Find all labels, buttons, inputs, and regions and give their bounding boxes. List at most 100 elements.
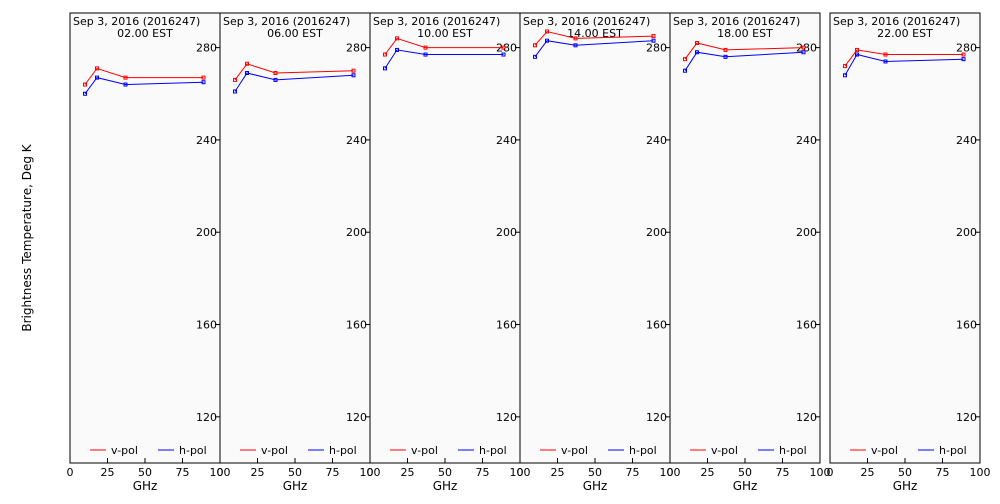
panel-title-time: 22.00 EST — [877, 27, 933, 40]
data-point-v-pol — [501, 45, 506, 50]
x-tick-label: 25 — [251, 466, 265, 479]
x-tick-label: 25 — [861, 466, 875, 479]
y-tick-label: 160 — [196, 319, 217, 332]
data-point-h-pol — [545, 38, 549, 43]
data-point-h-pol — [95, 75, 99, 80]
data-point-v-pol — [801, 45, 806, 50]
x-tick-label: 50 — [738, 466, 752, 479]
data-point-v-pol — [201, 75, 206, 80]
panel-title-date: Sep 3, 2016 (2016247) — [73, 15, 200, 28]
series-line-v-pol — [684, 42, 804, 60]
y-axis-label: Brightness Temperature, Deg K — [20, 143, 34, 331]
series-line-h-pol — [84, 77, 204, 95]
data-point-h-pol — [201, 80, 206, 85]
x-tick-label: 100 — [810, 466, 831, 479]
data-point-h-pol — [961, 57, 966, 62]
series-line-v-pol — [84, 67, 204, 85]
legend-label-v-pol: v-pol — [711, 444, 738, 457]
panel-title-date: Sep 3, 2016 (2016247) — [373, 15, 500, 28]
legend-label-h-pol: h-pol — [939, 444, 967, 457]
legend-label-v-pol: v-pol — [411, 444, 438, 457]
x-tick-label: 100 — [660, 466, 681, 479]
x-tick-label: 100 — [210, 466, 231, 479]
data-point-v-pol — [961, 52, 966, 57]
data-point-h-pol — [855, 52, 859, 57]
y-tick-label: 200 — [496, 226, 517, 239]
y-tick-label: 240 — [496, 134, 517, 147]
y-tick-label: 120 — [496, 411, 517, 424]
data-point-h-pol — [245, 71, 249, 75]
legend-label-v-pol: v-pol — [261, 444, 288, 457]
data-point-h-pol — [351, 73, 356, 78]
y-tick-label: 280 — [956, 42, 977, 55]
data-point-v-pol — [651, 34, 656, 39]
legend-label-v-pol: v-pol — [871, 444, 898, 457]
x-tick-label: 75 — [776, 466, 790, 479]
x-axis-label: GHz — [133, 479, 158, 493]
data-point-h-pol — [695, 50, 699, 55]
data-point-v-pol — [855, 47, 859, 52]
panel-title-time: 14.00 EST — [567, 27, 623, 40]
data-point-h-pol — [123, 82, 128, 87]
panel-title-time: 10.00 EST — [417, 27, 473, 40]
data-point-v-pol — [423, 45, 428, 50]
x-axis-label: GHz — [733, 479, 758, 493]
panel-frame — [219, 12, 371, 464]
data-point-v-pol — [233, 77, 237, 82]
legend-label-v-pol: v-pol — [111, 444, 138, 457]
y-tick-label: 160 — [796, 319, 817, 332]
y-tick-label: 120 — [956, 411, 977, 424]
y-tick-label: 160 — [956, 319, 977, 332]
data-point-v-pol — [573, 36, 578, 41]
x-tick-label: 100 — [360, 466, 381, 479]
x-axis-label: GHz — [283, 479, 308, 493]
data-point-h-pol — [723, 54, 728, 59]
x-axis-label: GHz — [893, 479, 918, 493]
x-tick-label: 75 — [936, 466, 950, 479]
series-line-v-pol — [534, 30, 654, 46]
y-tick-label: 240 — [646, 134, 667, 147]
y-tick-label: 160 — [346, 319, 367, 332]
data-point-h-pol — [573, 43, 578, 48]
x-tick-label: 50 — [138, 466, 152, 479]
data-point-h-pol — [843, 73, 847, 78]
legend-label-h-pol: h-pol — [329, 444, 357, 457]
x-tick-label: 100 — [970, 466, 991, 479]
y-tick-label: 280 — [496, 42, 517, 55]
y-tick-label: 280 — [346, 42, 367, 55]
data-point-h-pol — [801, 50, 806, 55]
series-line-v-pol — [844, 49, 964, 67]
panel-title-time: 06.00 EST — [267, 27, 323, 40]
x-tick-label: 0 — [827, 466, 834, 479]
x-tick-label: 0 — [667, 466, 674, 479]
y-tick-label: 280 — [796, 42, 817, 55]
y-tick-label: 200 — [646, 226, 667, 239]
data-point-v-pol — [123, 75, 128, 80]
x-tick-label: 25 — [401, 466, 415, 479]
x-tick-label: 0 — [67, 466, 74, 479]
legend-label-h-pol: h-pol — [779, 444, 807, 457]
data-point-v-pol — [83, 82, 87, 87]
y-tick-label: 160 — [646, 319, 667, 332]
data-point-v-pol — [95, 66, 99, 71]
data-point-h-pol — [501, 52, 506, 57]
y-tick-label: 120 — [196, 411, 217, 424]
data-point-v-pol — [695, 41, 699, 45]
x-tick-label: 100 — [510, 466, 531, 479]
data-point-h-pol — [383, 66, 387, 71]
x-axis-label: GHz — [583, 479, 608, 493]
x-tick-label: 75 — [326, 466, 340, 479]
x-tick-label: 75 — [176, 466, 190, 479]
x-tick-label: 25 — [101, 466, 115, 479]
series-line-h-pol — [844, 53, 964, 76]
y-tick-label: 240 — [196, 134, 217, 147]
y-tick-label: 280 — [646, 42, 667, 55]
y-tick-label: 120 — [646, 411, 667, 424]
data-point-h-pol — [423, 52, 428, 57]
data-point-h-pol — [883, 59, 888, 64]
panel-title-date: Sep 3, 2016 (2016247) — [673, 15, 800, 28]
x-tick-label: 0 — [517, 466, 524, 479]
data-point-h-pol — [273, 77, 278, 82]
panel-title-time: 18.00 EST — [717, 27, 773, 40]
